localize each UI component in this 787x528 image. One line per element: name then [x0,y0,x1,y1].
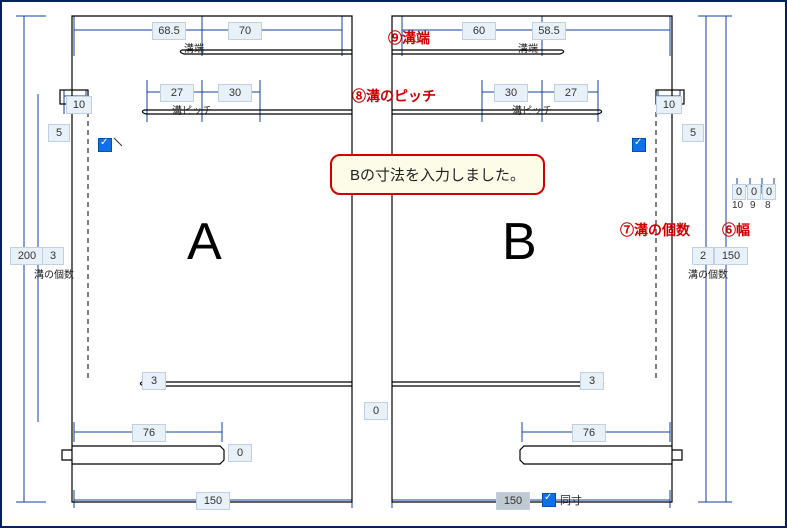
a-small-10[interactable]: 10 [66,96,92,114]
anno-9: ⑨溝端 [388,28,430,48]
a-bottom-76[interactable]: 76 [132,424,166,442]
a-letter: A [187,212,222,272]
rs-02[interactable]: 0 [762,184,776,200]
callout-box: Bの寸法を入力しました。 [330,154,545,195]
a-small-5[interactable]: 5 [48,124,70,142]
a-bottom-0[interactable]: 0 [228,444,252,462]
a-bottom-width[interactable]: 150 [196,492,230,510]
rs-00[interactable]: 0 [732,184,746,200]
rs-11: 9 [750,200,756,211]
anno-6: ⑥幅 [722,220,750,240]
b-count-dim[interactable]: 2 [692,247,714,265]
b-width-dim[interactable]: 150 [714,247,748,265]
b-checkbox[interactable] [632,138,646,152]
anno-7: ⑦溝の個数 [620,220,690,240]
rs-01[interactable]: 0 [747,184,761,200]
b-small-5[interactable]: 5 [682,124,704,142]
a-bottom-3[interactable]: 3 [142,372,166,390]
b-letter: B [502,212,537,272]
b-same-label: 同寸 [560,492,582,508]
b-top-left-dim[interactable]: 60 [462,22,496,40]
callout-text: Bの寸法を入力しました。 [350,167,525,184]
b-count-label: 溝の個数 [688,266,728,281]
center-zero[interactable]: 0 [364,402,388,420]
b-pitch-label: 溝ピッチ [512,102,552,117]
b-same-checkbox[interactable] [542,493,556,507]
rs-12: 8 [765,200,771,211]
b-bottom-3[interactable]: 3 [580,372,604,390]
a-groove-end-label: 溝端 [184,40,204,55]
anno-8: ⑧溝のピッチ [352,86,436,106]
a-mid-left-dim[interactable]: 27 [160,84,194,102]
b-mid-right-dim[interactable]: 27 [554,84,588,102]
drawing-svg [2,2,785,526]
b-small-10[interactable]: 10 [656,96,682,114]
b-bottom-width[interactable]: 150 [496,492,530,510]
drawing-frame: 68.5 70 溝端 27 30 溝ピッチ 10 5 200 3 溝の個数 A … [0,0,787,528]
b-groove-end-label: 溝端 [518,40,538,55]
a-checkbox[interactable] [98,138,112,152]
a-top-right-dim[interactable]: 70 [228,22,262,40]
b-top-right-dim[interactable]: 58.5 [532,22,566,40]
a-pitch-label: 溝ピッチ [172,102,212,117]
a-count-label: 溝の個数 [34,266,74,281]
rs-10: 10 [732,200,743,211]
a-count-dim[interactable]: 3 [42,247,64,265]
a-height-dim[interactable]: 200 [10,247,44,265]
a-mid-right-dim[interactable]: 30 [218,84,252,102]
b-mid-left-dim[interactable]: 30 [494,84,528,102]
a-top-left-dim[interactable]: 68.5 [152,22,186,40]
b-bottom-76[interactable]: 76 [572,424,606,442]
